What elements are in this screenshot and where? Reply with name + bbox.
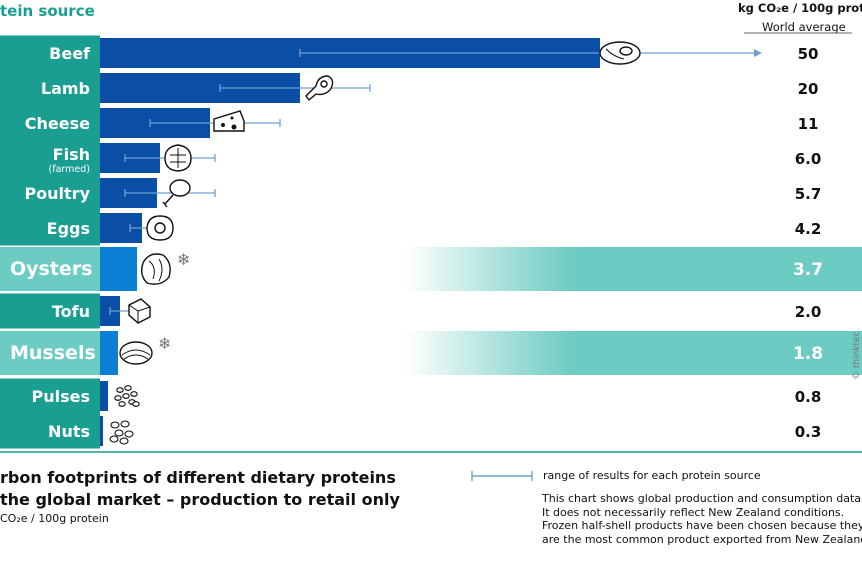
label-cell-mussels: [0, 331, 100, 375]
label-cell-fish: [0, 140, 100, 176]
value-label-poultry: 5.7: [795, 185, 822, 203]
value-label-beef: 50: [798, 45, 819, 63]
value-label-tofu: 2.0: [795, 303, 822, 321]
category-label-cheese: Cheese: [25, 114, 90, 133]
nuts-icon: [109, 420, 134, 445]
value-label-oysters: 3.7: [793, 260, 823, 280]
note-line: It does not necessarily reflect New Zeal…: [542, 505, 845, 519]
value-label-fish: 6.0: [795, 150, 822, 168]
category-label-pulses: Pulses: [32, 387, 91, 406]
caption-line-1: rbon footprints of different dietary pro…: [0, 468, 396, 487]
bar-pulses: [100, 381, 108, 411]
highlight-band-mussels: [100, 331, 862, 375]
value-label-pulses: 0.8: [795, 388, 822, 406]
note-line: Frozen half-shell products have been cho…: [542, 519, 862, 532]
cheese-icon: [213, 110, 245, 132]
label-cell-nuts: [0, 413, 100, 449]
chart-header-title: tein source: [0, 2, 95, 20]
caption-line-2: the global market – production to retail…: [0, 490, 400, 509]
label-cell-pulses: [0, 378, 100, 414]
fried-egg-icon: [146, 215, 174, 241]
steak-icon: [599, 41, 641, 65]
fish-steak-icon: [164, 144, 192, 172]
value-label-lamb: 20: [798, 80, 819, 98]
credit-text: © thinktec: [852, 331, 862, 380]
category-note-fish: (farmed): [49, 164, 90, 175]
category-label-mussels: Mussels: [10, 342, 96, 364]
drumstick-icon: [162, 179, 191, 208]
lamb-chop-icon: [305, 75, 334, 102]
mussel-icon: ❄: [119, 334, 171, 365]
tofu-icon: [128, 298, 151, 324]
note-line: are the most common product exported fro…: [542, 532, 862, 546]
bar-mussels: [100, 331, 118, 375]
chart-notes: This chart shows global production and c…: [542, 492, 862, 546]
pulses-icon: [114, 385, 140, 407]
category-label-oysters: Oysters: [10, 258, 93, 280]
svg-text:❄: ❄: [158, 334, 171, 353]
value-label-eggs: 4.2: [795, 220, 822, 238]
label-cell-cheese: [0, 105, 100, 141]
label-cell-poultry: [0, 175, 100, 211]
category-label-lamb: Lamb: [41, 79, 90, 98]
bar-nuts: [100, 416, 103, 446]
value-label-nuts: 0.3: [795, 423, 822, 441]
category-label-fish: Fish: [53, 145, 90, 164]
label-cell-oysters: [0, 247, 100, 291]
category-label-poultry: Poultry: [24, 184, 90, 203]
legend-label: range of results for each protein source: [543, 469, 761, 482]
chart-caption: rbon footprints of different dietary pro…: [0, 467, 400, 511]
label-cell-lamb: [0, 70, 100, 106]
unit-header: kg CO₂e / 100g prote: [738, 1, 862, 15]
oyster-icon: ❄: [140, 250, 190, 285]
category-label-nuts: Nuts: [48, 422, 90, 441]
label-cell-beef: [0, 35, 100, 71]
category-label-tofu: Tofu: [52, 302, 90, 321]
range-poultry: [124, 189, 216, 197]
value-label-cheese: 11: [798, 115, 819, 133]
value-label-mussels: 1.8: [793, 344, 823, 364]
range-lamb: [219, 84, 371, 92]
range-beef: [299, 49, 762, 57]
category-label-beef: Beef: [49, 44, 91, 63]
label-cell-tofu: [0, 293, 100, 329]
bar-oysters: [100, 247, 137, 291]
note-line: This chart shows global production and c…: [542, 492, 862, 505]
legend-range-symbol: [471, 471, 533, 481]
category-label-eggs: Eggs: [47, 219, 90, 238]
caption-unit: CO₂e / 100g protein: [0, 512, 109, 525]
world-average-header: World average: [762, 20, 846, 34]
svg-text:❄: ❄: [177, 250, 190, 269]
highlight-band-oysters: [100, 247, 862, 291]
label-cell-eggs: [0, 210, 100, 246]
